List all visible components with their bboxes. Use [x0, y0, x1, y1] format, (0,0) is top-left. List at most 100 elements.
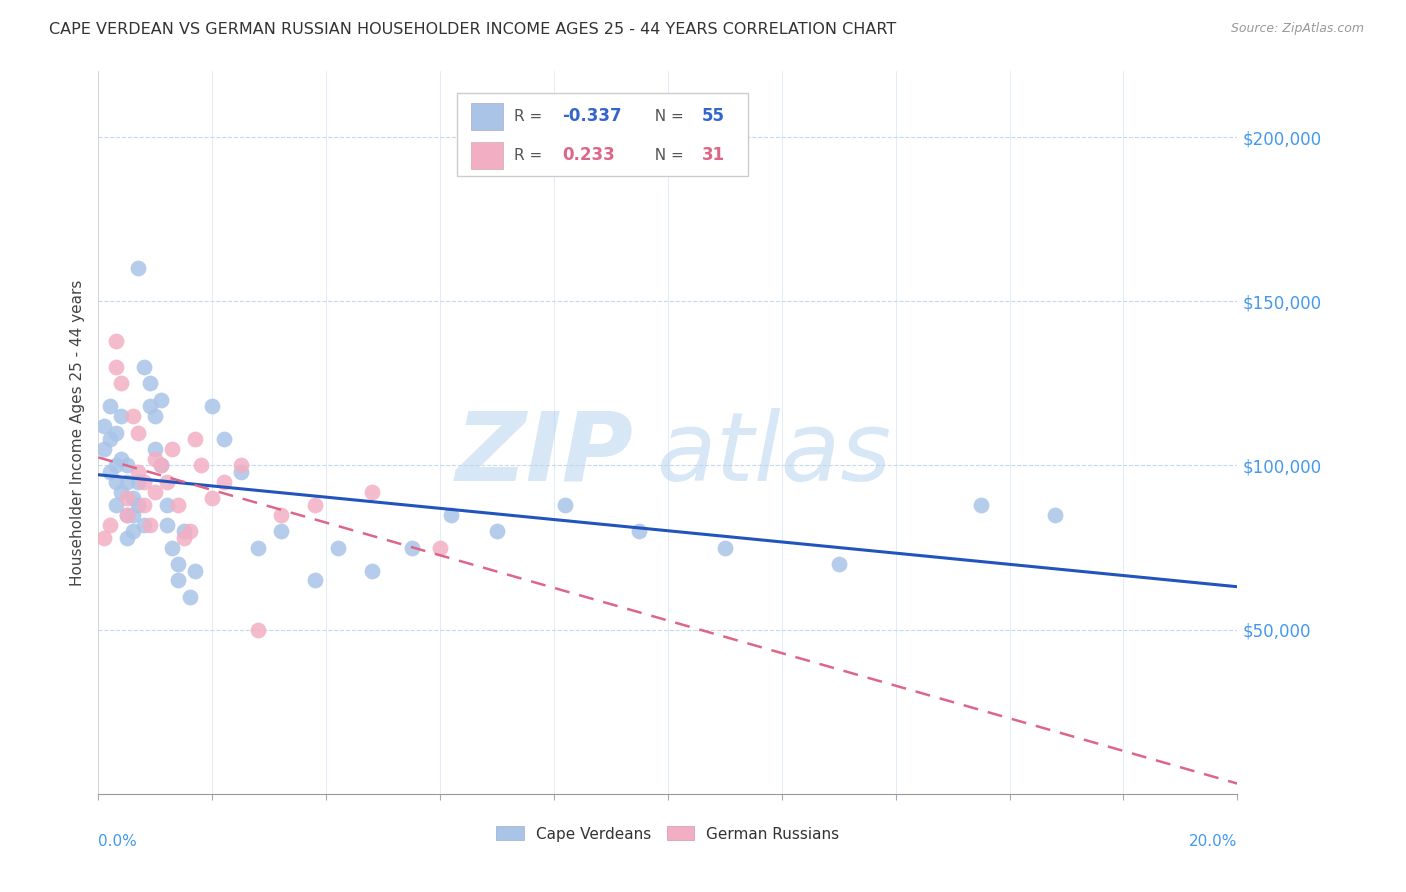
Point: [104, 475, 127, 489]
Point: [246, 541, 269, 555]
Legend: Cape Verdeans, German Russians: Cape Verdeans, German Russians: [491, 821, 845, 847]
Point: [201, 400, 224, 414]
Point: [156, 517, 179, 532]
Point: [150, 392, 173, 407]
Point: [360, 484, 382, 499]
Point: [138, 517, 160, 532]
Point: [98, 400, 121, 414]
Point: [162, 541, 184, 555]
Point: [360, 564, 382, 578]
Point: [970, 498, 993, 512]
Point: [121, 524, 143, 538]
Point: [110, 409, 132, 424]
Text: N =: N =: [645, 109, 689, 124]
Point: [184, 432, 207, 446]
Point: [229, 465, 252, 479]
Point: [110, 451, 132, 466]
Bar: [471, 103, 503, 129]
Point: [145, 409, 167, 424]
Point: [554, 498, 576, 512]
Point: [115, 531, 138, 545]
Point: [179, 524, 201, 538]
Point: [167, 574, 190, 588]
Point: [1043, 508, 1066, 522]
Point: [104, 458, 127, 473]
Point: [93, 419, 115, 434]
Point: [212, 475, 235, 489]
Point: [138, 400, 160, 414]
Text: 20.0%: 20.0%: [1189, 834, 1237, 848]
FancyBboxPatch shape: [457, 93, 748, 176]
Point: [150, 458, 173, 473]
Point: [98, 517, 121, 532]
Point: [132, 498, 155, 512]
Point: [127, 475, 149, 489]
Point: [104, 359, 127, 374]
Point: [115, 491, 138, 506]
Point: [132, 475, 155, 489]
Point: [156, 475, 179, 489]
Point: [104, 498, 127, 512]
Point: [486, 524, 509, 538]
Y-axis label: Householder Income Ages 25 - 44 years: Householder Income Ages 25 - 44 years: [69, 279, 84, 586]
Point: [156, 498, 179, 512]
Point: [115, 458, 138, 473]
Point: [162, 442, 184, 456]
Point: [145, 442, 167, 456]
Point: [167, 498, 190, 512]
Text: R =: R =: [515, 148, 553, 163]
Point: [212, 432, 235, 446]
Point: [828, 557, 851, 571]
Text: 0.233: 0.233: [562, 146, 614, 164]
Point: [246, 623, 269, 637]
Point: [401, 541, 423, 555]
Point: [184, 564, 207, 578]
Point: [179, 590, 201, 604]
Point: [115, 508, 138, 522]
Text: -0.337: -0.337: [562, 107, 621, 125]
Point: [98, 465, 121, 479]
Point: [121, 491, 143, 506]
Point: [132, 359, 155, 374]
Text: 55: 55: [702, 107, 725, 125]
Point: [326, 541, 349, 555]
Point: [110, 376, 132, 391]
Point: [98, 432, 121, 446]
Point: [270, 524, 292, 538]
Point: [190, 458, 212, 473]
Text: ZIP: ZIP: [456, 408, 634, 500]
Point: [127, 425, 149, 440]
Text: N =: N =: [645, 148, 689, 163]
Text: atlas: atlas: [657, 408, 891, 500]
Text: R =: R =: [515, 109, 547, 124]
Point: [628, 524, 651, 538]
Point: [110, 484, 132, 499]
Point: [121, 409, 143, 424]
Point: [714, 541, 737, 555]
Point: [440, 508, 463, 522]
Point: [201, 491, 224, 506]
Point: [138, 376, 160, 391]
Point: [93, 531, 115, 545]
Point: [429, 541, 451, 555]
Point: [304, 574, 326, 588]
Text: 31: 31: [702, 146, 725, 164]
Point: [127, 465, 149, 479]
Point: [145, 451, 167, 466]
Point: [127, 261, 149, 276]
Point: [104, 425, 127, 440]
Point: [173, 531, 195, 545]
Point: [145, 484, 167, 499]
Point: [132, 517, 155, 532]
Point: [104, 334, 127, 348]
Point: [127, 498, 149, 512]
Text: CAPE VERDEAN VS GERMAN RUSSIAN HOUSEHOLDER INCOME AGES 25 - 44 YEARS CORRELATION: CAPE VERDEAN VS GERMAN RUSSIAN HOUSEHOLD…: [49, 22, 897, 37]
Point: [150, 458, 173, 473]
Point: [229, 458, 252, 473]
Point: [167, 557, 190, 571]
Point: [173, 524, 195, 538]
Point: [115, 508, 138, 522]
Bar: [471, 142, 503, 169]
Point: [93, 442, 115, 456]
Text: 0.0%: 0.0%: [98, 834, 138, 848]
